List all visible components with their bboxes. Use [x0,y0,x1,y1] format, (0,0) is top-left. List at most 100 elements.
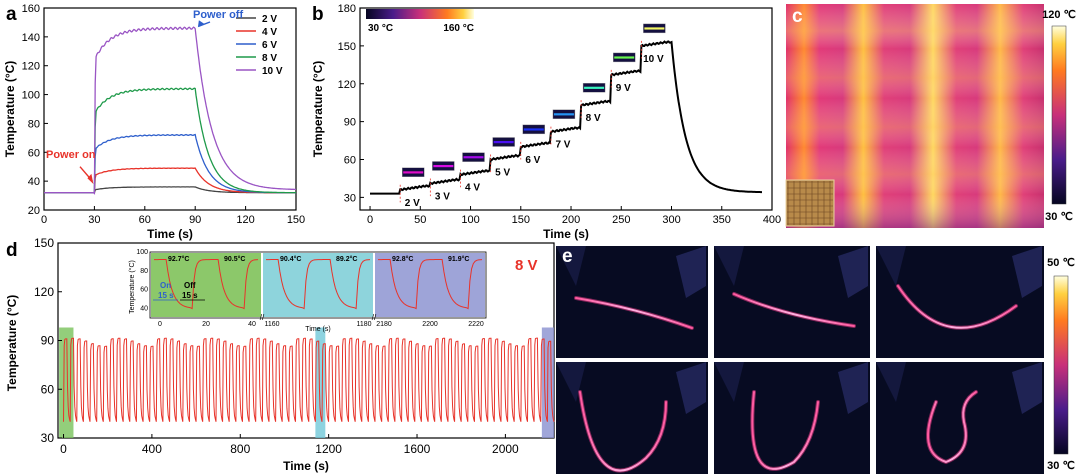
x-tick-label: 800 [230,442,250,456]
panel-a-axes-frame [43,7,297,211]
inset-ylabel: Temperature (°C) [128,260,136,314]
thermal-thumbnail-wire [644,27,665,30]
series-line-10v [44,26,296,195]
thermal-frame [556,362,708,474]
y-tick-label: 140 [22,32,40,44]
panel-e-colorbar-max: 50 ℃ [1047,257,1075,269]
electrode-shadow [1012,246,1042,298]
inset-segment-bg [375,253,485,317]
inset-x-tick-label: 40 [248,321,256,328]
x-tick-label: 2000 [492,442,519,456]
inset-y-tick-label: 60 [140,287,148,294]
series-line-4v [44,167,296,194]
x-tick-label: 150 [287,214,305,226]
inset-on-label: On [160,281,171,290]
panel-d-xlabel: Time (s) [283,459,329,473]
inset-peak-label: 90.5°C [224,255,245,263]
electrode-shadow [1012,362,1042,414]
inset-x-tick-label: 1180 [356,321,371,328]
panel-b-xlabel: Time (s) [543,227,589,241]
legend-label: 10 V [262,66,283,77]
x-tick-label: 400 [142,442,162,456]
inset-x-tick-label: 2220 [468,321,484,328]
electrode-shadow [876,246,906,286]
panel-c-colorbar-min: 30 ℃ [1045,211,1073,223]
inset-y-tick-label: 100 [136,249,148,256]
step-label: 5 V [495,168,510,179]
y-tick-label: 100 [22,90,40,102]
legend-label: 6 V [262,40,277,51]
heated-wire [733,293,855,327]
panel-b-ylabel: Temperature (°C) [311,61,325,158]
panel-b-colorbar-min: 30 °C [368,23,393,34]
panel-e: e 50 ℃ 30 ℃ [556,246,1075,474]
thermal-frame [556,246,708,358]
legend-label: 8 V [262,53,277,64]
inset-segment-bg [151,253,261,317]
electrode-shadow [714,362,744,402]
x-tick-label: 50 [414,214,426,226]
panel-b-colorbar-max: 160 °C [443,23,474,34]
x-tick-label: 0 [41,214,47,226]
electrode-shadow [876,362,906,402]
thermal-frame [714,362,870,474]
x-tick-label: 30 [88,214,100,226]
y-tick-label: 90 [41,334,55,348]
thermal-frame [876,246,1044,358]
step-label: 7 V [555,140,570,151]
thermal-frame [876,362,1044,474]
step-label: 3 V [435,191,450,202]
x-tick-label: 1200 [315,442,342,456]
panel-a-ylabel: Temperature (°C) [3,61,17,158]
y-tick-label: 40 [28,176,40,188]
inset-x-tick-label: 1160 [264,321,279,328]
thermal-thumbnail-wire [523,128,544,131]
panel-e-letter: e [562,246,573,267]
thermal-thumbnail-wire [403,171,424,174]
inset-x-tick-label: 2180 [376,321,392,328]
x-tick-label: 60 [139,214,151,226]
thermal-thumbnail-wire [493,141,514,144]
annotation-power-on: Power on [46,149,96,161]
inset-peak-label: 92.7°C [168,255,189,263]
y-tick-label: 90 [344,117,356,129]
x-tick-label: 120 [236,214,254,226]
panel-c-colorbar [1051,25,1067,205]
panel-c: c 120 ℃ 30 ℃ [785,4,1076,228]
electrode-shadow [676,246,706,298]
y-tick-label: 150 [34,236,54,250]
series-line-8v [44,87,296,194]
panel-a-xlabel: Time (s) [147,227,193,241]
inset-x-tick-label: 2200 [422,321,438,328]
y-tick-label: 120 [22,61,40,73]
annotation-power-off: Power off [193,9,243,21]
step-label: 4 V [465,183,480,194]
panel-a-letter: a [6,4,17,25]
x-tick-label: 100 [461,214,479,226]
axis-break-mark: // [260,313,265,322]
thermal-thumbnail-wire [433,164,454,168]
panel-e-colorbar-min: 30 ℃ [1047,460,1075,472]
inset-peak-label: 90.4°C [280,255,301,263]
x-tick-label: 150 [512,214,530,226]
y-tick-label: 60 [41,382,55,396]
thermal-frame [714,246,870,358]
inset-off-time: 15 s [182,291,198,300]
x-tick-label: 90 [189,214,201,226]
y-tick-label: 150 [338,41,356,53]
step-label: 8 V [586,113,601,124]
y-tick-label: 60 [28,147,40,159]
inset-segment-bg [263,253,373,317]
heated-wire [575,297,693,329]
y-tick-label: 120 [34,285,54,299]
inset-on-time: 15 s [158,291,174,300]
inset-series-line [378,259,483,310]
inset-x-tick-label: 20 [202,321,210,328]
y-tick-label: 160 [22,3,40,15]
thermal-thumbnail-wire [614,56,635,59]
panel-b-colorbar [366,9,474,19]
inset-peak-label: 91.9°C [448,255,469,263]
y-tick-label: 120 [338,79,356,91]
